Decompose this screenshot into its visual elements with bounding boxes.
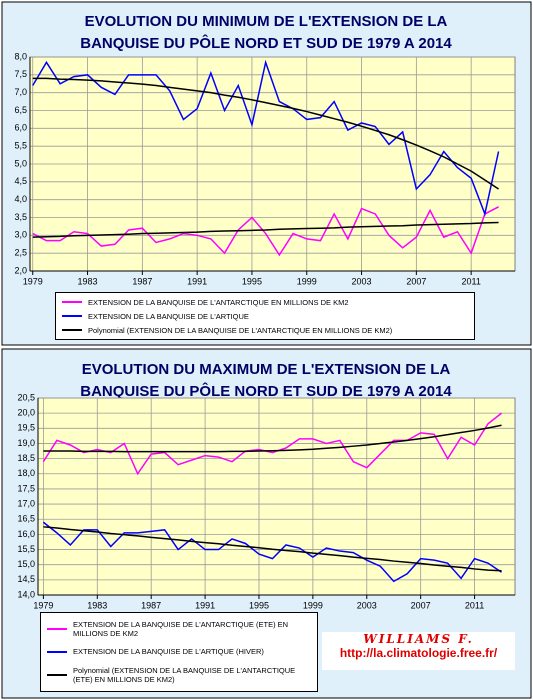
- y-tick-label: 18,5: [17, 453, 35, 463]
- x-tick-label: 1995: [242, 276, 262, 286]
- x-tick-label: 1991: [187, 276, 207, 286]
- legend-entry: Polynomial (EXTENSION DE LA BANQUISE DE …: [62, 326, 468, 335]
- chart-title: BANQUISE DU PÔLE NORD ET SUD DE 1979 A 2…: [80, 382, 452, 400]
- legend-swatch: [47, 650, 67, 653]
- series-line: [43, 526, 502, 572]
- legend-swatch: [62, 315, 82, 317]
- legend-label: Polynomial (EXTENSION DE LA BANQUISE DE …: [88, 325, 393, 335]
- x-tick-label: 2011: [461, 276, 480, 286]
- legend: EXTENSION DE LA BANQUISE DE L'ANTARCTIQU…: [55, 292, 475, 340]
- x-tick-label: 2003: [352, 276, 372, 286]
- chart-title: EVOLUTION DU MINIMUM DE L'EXTENSION DE L…: [85, 13, 448, 30]
- y-tick-label: 14,5: [17, 574, 35, 584]
- x-tick-label: 2003: [357, 600, 377, 610]
- watermark-url: http://la.climatologie.free.fr/: [339, 646, 498, 660]
- y-tick-label: 6,0: [14, 123, 27, 133]
- x-tick-label: 1979: [33, 600, 53, 610]
- legend-label: EXTENSION DE LA BANQUISE DE L'ARTIQUE (H…: [73, 647, 264, 657]
- chart-title: EVOLUTION DU MAXIMUM DE L'EXTENSION DE L…: [82, 361, 451, 378]
- y-tick-label: 4,0: [14, 194, 27, 204]
- x-tick-label: 1987: [141, 600, 161, 610]
- series-line: [32, 206, 499, 257]
- watermark: WILLIAMS F. http://la.climatologie.free.…: [322, 632, 515, 670]
- series-line: [43, 424, 502, 453]
- legend-entry: Polynomial (EXTENSION DE LA BANQUISE DE …: [47, 666, 311, 684]
- legend-entry: EXTENSION DE LA BANQUISE DE L'ANTARCTIQU…: [47, 620, 311, 638]
- x-tick-label: 1983: [87, 600, 107, 610]
- legend-swatch: [62, 301, 82, 303]
- y-tick-label: 15,5: [17, 544, 35, 554]
- legend-swatch: [47, 674, 67, 677]
- y-tick-label: 7,5: [14, 69, 27, 79]
- legend-swatch: [62, 329, 82, 331]
- y-tick-label: 3,0: [14, 230, 27, 240]
- y-tick-label: 14,0: [17, 589, 35, 599]
- y-tick-label: 2,0: [14, 265, 27, 275]
- x-tick-label: 1999: [297, 276, 317, 286]
- x-tick-label: 1979: [23, 276, 43, 286]
- y-tick-label: 7,0: [14, 87, 27, 97]
- legend-label: EXTENSION DE LA BANQUISE DE L'ARTIQUE: [88, 311, 249, 321]
- legend-entry: EXTENSION DE LA BANQUISE DE L'ARTIQUE: [62, 312, 468, 321]
- x-tick-label: 1999: [303, 600, 323, 610]
- series-line: [32, 221, 499, 238]
- y-tick-label: 2,5: [14, 248, 27, 258]
- series-line: [32, 59, 500, 217]
- legend-swatch: [47, 627, 67, 630]
- y-tick-label: 18,0: [17, 468, 35, 478]
- series-line: [32, 77, 499, 190]
- series-line: [42, 412, 502, 476]
- x-tick-label: 1987: [132, 276, 152, 286]
- y-tick-label: 8,0: [14, 51, 27, 61]
- x-tick-label: 1995: [249, 600, 269, 610]
- y-tick-label: 6,5: [14, 105, 27, 115]
- y-tick-label: 3,5: [14, 212, 27, 222]
- legend-entry: EXTENSION DE LA BANQUISE DE L'ARTIQUE (H…: [47, 647, 311, 656]
- legend-label: EXTENSION DE LA BANQUISE DE L'ANTARCTIQU…: [73, 619, 289, 638]
- chart-title: BANQUISE DU PÔLE NORD ET SUD DE 1979 A 2…: [80, 34, 452, 52]
- y-tick-label: 17,0: [17, 498, 35, 508]
- y-tick-label: 20,5: [17, 392, 35, 402]
- y-tick-label: 20,0: [17, 408, 35, 418]
- y-tick-label: 17,5: [17, 483, 35, 493]
- x-tick-label: 2007: [411, 600, 431, 610]
- x-tick-label: 1983: [78, 276, 98, 286]
- y-tick-label: 5,5: [14, 141, 27, 151]
- y-tick-label: 19,0: [17, 438, 35, 448]
- legend-label: EXTENSION DE LA BANQUISE DE L'ANTARCTIQU…: [88, 297, 349, 307]
- y-tick-label: 5,0: [14, 158, 27, 168]
- legend-label: Polynomial (EXTENSION DE LA BANQUISE DE …: [73, 666, 296, 685]
- y-tick-label: 15,0: [17, 559, 35, 569]
- watermark-author: WILLIAMS F.: [363, 632, 474, 646]
- y-tick-label: 16,5: [17, 514, 35, 524]
- x-tick-label: 1991: [195, 600, 215, 610]
- x-tick-label: 2007: [406, 276, 426, 286]
- y-tick-label: 4,5: [14, 176, 27, 186]
- x-tick-label: 2011: [465, 600, 484, 610]
- legend: EXTENSION DE LA BANQUISE DE L'ANTARCTIQU…: [40, 612, 318, 692]
- series-line: [42, 521, 502, 583]
- legend-entry: EXTENSION DE LA BANQUISE DE L'ANTARCTIQU…: [62, 298, 468, 307]
- y-tick-label: 16,0: [17, 529, 35, 539]
- y-tick-label: 19,5: [17, 423, 35, 433]
- plot-area: [37, 397, 516, 596]
